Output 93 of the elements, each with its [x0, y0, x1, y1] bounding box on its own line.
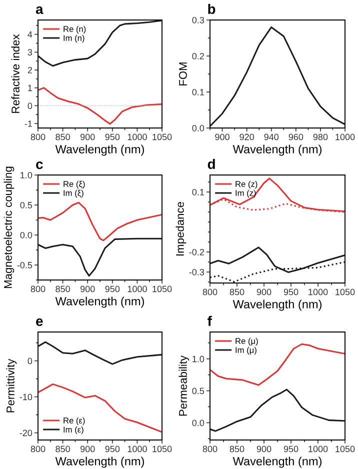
- y-tick-label: 1: [28, 84, 32, 92]
- line-series: [38, 87, 162, 125]
- legend-label: Im (n): [64, 34, 84, 43]
- x-tick-label: 950: [105, 286, 120, 292]
- legend-label: Im (ξ): [64, 190, 84, 198]
- y-tick-label: 4: [28, 31, 32, 38]
- x-tick-label: 950: [105, 134, 120, 140]
- x-tick-label: 850: [56, 446, 70, 452]
- x-tick-label: 1000: [128, 286, 147, 292]
- chart-title: a: [36, 6, 44, 14]
- x-tick-label: 850: [230, 288, 244, 296]
- x-axis-title: Wavelength (nm): [55, 144, 144, 156]
- x-tick-label: 900: [80, 286, 95, 292]
- x-tick-label: 920: [240, 134, 254, 140]
- x-tick-label: 800: [30, 286, 46, 292]
- y-tick-label: -10: [20, 394, 32, 400]
- x-tick-label: 800: [30, 446, 46, 452]
- x-tick-label: 900: [80, 446, 95, 452]
- legend-label: Re (ξ): [64, 180, 85, 189]
- x-tick-label: 1000: [308, 288, 328, 296]
- y-tick-label: 1.0: [20, 172, 32, 178]
- x-tick-label: 940: [264, 134, 279, 140]
- legend-label: Im (ε): [64, 426, 84, 434]
- x-axis-title: Wavelength (nm): [55, 456, 144, 468]
- legend-label: Re (n): [64, 26, 86, 34]
- y-tick-label: 0.0: [192, 420, 204, 426]
- x-tick-label: 900: [215, 134, 230, 140]
- y-tick-label: -0.3: [189, 268, 204, 276]
- legend-label: Re (z): [236, 180, 258, 189]
- x-tick-label: 1000: [128, 134, 147, 140]
- y-tick-label: 0: [28, 358, 32, 364]
- y-tick-label: 0.0: [192, 124, 204, 132]
- line-series: [38, 238, 162, 277]
- chart-title: d: [208, 158, 215, 170]
- x-tick-label: 800: [202, 446, 218, 452]
- x-tick-label: 1050: [336, 288, 355, 296]
- chart-title: f: [208, 316, 212, 326]
- chart-title: b: [208, 4, 216, 14]
- y-tick-label: -0.5: [17, 262, 32, 268]
- x-axis-title: Wavelength (nm): [232, 300, 322, 311]
- x-tick-label: 900: [256, 288, 272, 296]
- y-tick-label: 0.3: [192, 16, 204, 24]
- y-axis-title: FOM: [179, 62, 187, 86]
- y-tick-label: -20: [20, 430, 32, 436]
- y-tick-label: 0.2: [192, 52, 204, 60]
- legend-label: Re (μ): [236, 338, 258, 346]
- x-tick-label: 850: [56, 286, 70, 292]
- x-axis-title: Wavelength (nm): [232, 456, 322, 468]
- x-tick-label: 800: [30, 134, 46, 140]
- x-tick-label: 850: [56, 134, 70, 140]
- x-tick-label: 980: [313, 134, 328, 140]
- y-tick-label: 0.5: [20, 202, 32, 208]
- x-tick-label: 1000: [128, 446, 147, 452]
- x-axis-title: Wavelength (nm): [232, 144, 322, 156]
- legend-label: Im (μ): [236, 346, 256, 355]
- y-tick-label: 3: [28, 49, 32, 56]
- y-axis-title: Refractive index: [11, 34, 20, 113]
- y-tick-label: 2: [28, 66, 32, 74]
- x-tick-label: 1050: [152, 286, 172, 292]
- line-series: [38, 341, 162, 365]
- x-tick-label: 950: [284, 446, 298, 452]
- x-tick-label: 850: [230, 446, 244, 452]
- x-tick-label: 900: [80, 134, 95, 140]
- x-tick-label: 950: [105, 446, 120, 452]
- line-series: [38, 383, 162, 433]
- x-tick-label: 1050: [336, 446, 355, 452]
- line-series: [210, 388, 345, 432]
- chart-title: e: [36, 318, 43, 326]
- x-tick-label: 900: [256, 446, 272, 452]
- y-tick-label: 0.1: [192, 88, 204, 96]
- x-tick-label: 800: [202, 288, 218, 296]
- y-axis-title: Magnetoelectric coupling: [4, 166, 14, 288]
- legend-label: Re (ε): [64, 417, 85, 426]
- y-axis-title: Permeability: [178, 355, 190, 416]
- y-axis-title: Impedance: [176, 202, 186, 256]
- y-tick-label: 0.1: [192, 188, 204, 196]
- x-axis-title: Wavelength (nm): [55, 296, 144, 308]
- y-tick-label: 0.0: [20, 232, 32, 238]
- chart-title: c: [36, 161, 43, 170]
- y-tick-label: 0: [28, 102, 32, 110]
- legend-label: Im (z): [236, 190, 256, 198]
- x-tick-label: 950: [284, 288, 298, 296]
- x-tick-label: 1000: [308, 446, 328, 452]
- y-tick-label: -1: [24, 120, 32, 127]
- x-tick-label: 960: [288, 134, 304, 140]
- x-tick-label: 1000: [336, 134, 355, 140]
- y-tick-label: -0.2: [189, 248, 204, 256]
- y-tick-label: 0.5: [192, 388, 204, 394]
- x-tick-label: 1050: [152, 134, 172, 140]
- line-series: [38, 202, 162, 242]
- y-axis-title: Permittivity: [6, 358, 17, 412]
- x-tick-label: 1050: [152, 446, 172, 452]
- y-tick-label: 1.0: [192, 356, 204, 362]
